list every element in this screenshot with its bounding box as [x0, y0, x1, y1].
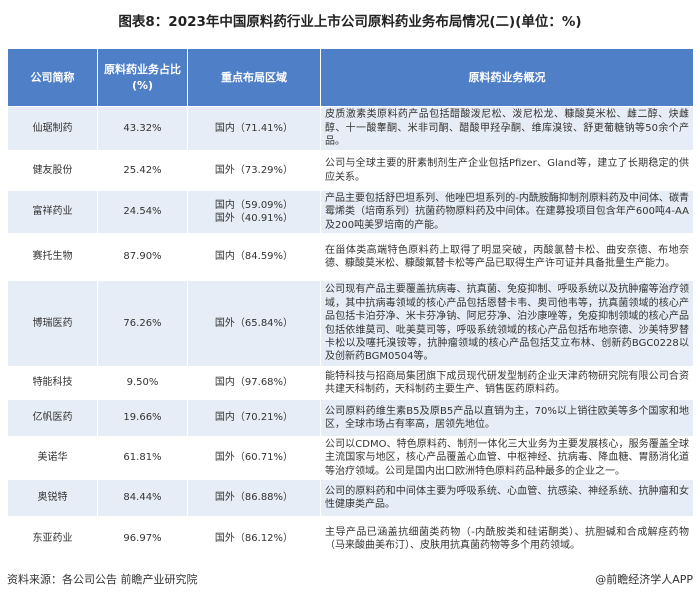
company-cell: 特能科技 [7, 366, 98, 400]
region-text: 国外（65.84%） [214, 317, 294, 329]
share-cell: 24.54% [97, 190, 188, 234]
region-text: 国外（73.29%） [214, 164, 294, 176]
region-cell: 国外（60.71%） [187, 436, 321, 480]
region-text: 国外（86.12%） [214, 533, 294, 545]
region-cell: 国内（71.41%） [187, 106, 321, 151]
table-row: 奥锐特 84.44% 国外（86.88%） 公司的原料药和中间体主要为呼吸系统、心血管… [7, 479, 694, 517]
overview-cell: 主导产品已涵盖抗细菌类药物（-内酰胺类和硅诺酮类）、抗胆碱和合成解痉药物（马来酸… [320, 516, 694, 562]
region-cell: 国内（70.21%） [187, 399, 321, 437]
share-cell: 87.90% [97, 233, 188, 281]
share-cell: 76.26% [97, 280, 188, 367]
overview-cell: 皮质激素类原料药产品包括醋酸泼尼松、泼尼松龙、糠酸莫米松、雌二醇、炔雌醇、十一酸… [320, 106, 694, 151]
table-row: 博瑞医药 76.26% 国外（65.84%） 公司现有产品主要覆盖抗病毒、抗真菌、免疫… [7, 280, 694, 367]
header-cell: 重点布局区域 [187, 48, 321, 107]
header-cell: 原料药业务概况 [320, 48, 694, 107]
share-cell: 84.44% [97, 479, 188, 517]
share-cell: 9.50% [97, 366, 188, 400]
table: 公司简称 原料药业务占比 (%) 重点布局区域 原料药业务概况 仙琚制药 43.32% 国内… [7, 48, 694, 562]
company-cell: 东亚药业 [7, 516, 98, 562]
header-text: 重点布局区域 [221, 70, 287, 84]
overview-cell: 公司原料药维生素B5及原B5产品以直销为主，70%以上销往欧美等多个国家和地区，… [320, 399, 694, 437]
table-row: 东亚药业 96.97% 国外（86.12%） 主导产品已涵盖抗细菌类药物（-内酰胺类和… [7, 516, 694, 562]
company-cell: 博瑞医药 [7, 280, 98, 367]
header-cell: 原料药业务占比 (%) [97, 48, 188, 107]
table-body: 仙琚制药 43.32% 国内（71.41%） 皮质激素类原料药产品包括醋酸泼尼松、泼尼… [7, 106, 694, 562]
region-text: 国外（86.88%） [214, 492, 294, 504]
overview-cell: 公司的原料药和中间体主要为呼吸系统、心血管、抗感染、神经系统、抗肿瘤和女性健康类… [320, 479, 694, 517]
share-cell: 25.42% [97, 150, 188, 191]
share-cell: 96.97% [97, 516, 188, 562]
header-text: 原料药业务概况 [468, 70, 546, 84]
title: 图表8：2023年中国原料药行业上市公司原料药业务布局情况(二)(单位：%) [118, 14, 582, 30]
overview-cell: 公司现有产品主要覆盖抗病毒、抗真菌、免疫抑制、呼吸系统以及抗肿瘤等治疗领域，其中… [320, 280, 694, 367]
table-row: 仙琚制药 43.32% 国内（71.41%） 皮质激素类原料药产品包括醋酸泼尼松、泼尼… [7, 106, 694, 151]
region-cell: 国外（73.29%） [187, 150, 321, 191]
share-cell: 43.32% [97, 106, 188, 151]
overview-cell: 公司以CDMO、特色原料药、制剂一体化三大业务为主要发展核心，服务覆盖全球主流国… [320, 436, 694, 480]
company-cell: 仙琚制药 [7, 106, 98, 151]
table-row: 富祥药业 24.54% 国内（59.09%） 国外（40.91%） 产品主要包括舒巴坦系… [7, 190, 694, 234]
credit: @前瞻经济学人APP [595, 573, 693, 586]
overview-cell: 产品主要包括舒巴坦系列、他唑巴坦系列的-内酰胺酶抑制剂原料药及中间体、碳青霉烯类… [320, 190, 694, 234]
header-text: 公司简称 [30, 70, 75, 84]
overview-cell: 公司与全球主要的肝素制剂生产企业包括Pfizer、Gland等，建立了长期稳定的… [320, 150, 694, 191]
overview-cell: 在甾体类高端特色原料药上取得了明显突破，丙酸氯替卡松、曲安奈德、布地奈德、糠酸莫… [320, 233, 694, 281]
header-row: 公司简称 原料药业务占比 (%) 重点布局区域 原料药业务概况 [7, 48, 694, 107]
header-text: (%) [131, 78, 154, 92]
region-cell: 国外（65.84%） [187, 280, 321, 367]
company-cell: 赛托生物 [7, 233, 98, 281]
region-cell: 国外（86.88%） [187, 479, 321, 517]
table-row: 健友股份 25.42% 国外（73.29%） 公司与全球主要的肝素制剂生产企业包括Pf… [7, 150, 694, 191]
region-text: 国内（59.09%） [214, 199, 294, 211]
region-text: 国内（97.68%） [214, 377, 294, 389]
company-cell: 奥锐特 [7, 479, 98, 517]
region-text: 国内（84.59%） [214, 251, 294, 263]
company-cell: 健友股份 [7, 150, 98, 191]
company-cell: 亿帆医药 [7, 399, 98, 437]
company-cell: 美诺华 [7, 436, 98, 480]
share-cell: 61.81% [97, 436, 188, 480]
region-text: 国外（40.91%） [214, 213, 294, 224]
source: 资料来源：各公司公告 前瞻产业研究院 [7, 573, 198, 586]
region-cell: 国内（97.68%） [187, 366, 321, 400]
table-row: 赛托生物 87.90% 国内（84.59%） 在甾体类高端特色原料药上取得了明显突破，… [7, 233, 694, 281]
region-text: 国外（60.71%） [214, 452, 294, 464]
overview-cell: 能特科技与招商局集团旗下成员现代研发型制药企业天津药物研究院有限公司合资共建天科… [320, 366, 694, 400]
region-cell: 国内（84.59%） [187, 233, 321, 281]
region-text: 国内（71.41%） [214, 122, 294, 134]
region-text: 国内（70.21%） [214, 412, 294, 424]
table-row: 美诺华 61.81% 国外（60.71%） 公司以CDMO、特色原料药、制剂一体化三大… [7, 436, 694, 480]
table-row: 亿帆医药 19.66% 国内（70.21%） 公司原料药维生素B5及原B5产品以直销为… [7, 399, 694, 437]
region-cell: 国内（59.09%） 国外（40.91%） [187, 190, 321, 234]
table-row: 特能科技 9.50% 国内（97.68%） 能特科技与招商局集团旗下成员现代研发型制药… [7, 366, 694, 400]
footer: 资料来源：各公司公告 前瞻产业研究院 @前瞻经济学人APP [7, 571, 693, 587]
header-text: 原料药业务占比 [104, 62, 181, 76]
share-cell: 19.66% [97, 399, 188, 437]
region-cell: 国外（86.12%） [187, 516, 321, 562]
header-cell: 公司简称 [7, 48, 98, 107]
company-cell: 富祥药业 [7, 190, 98, 234]
